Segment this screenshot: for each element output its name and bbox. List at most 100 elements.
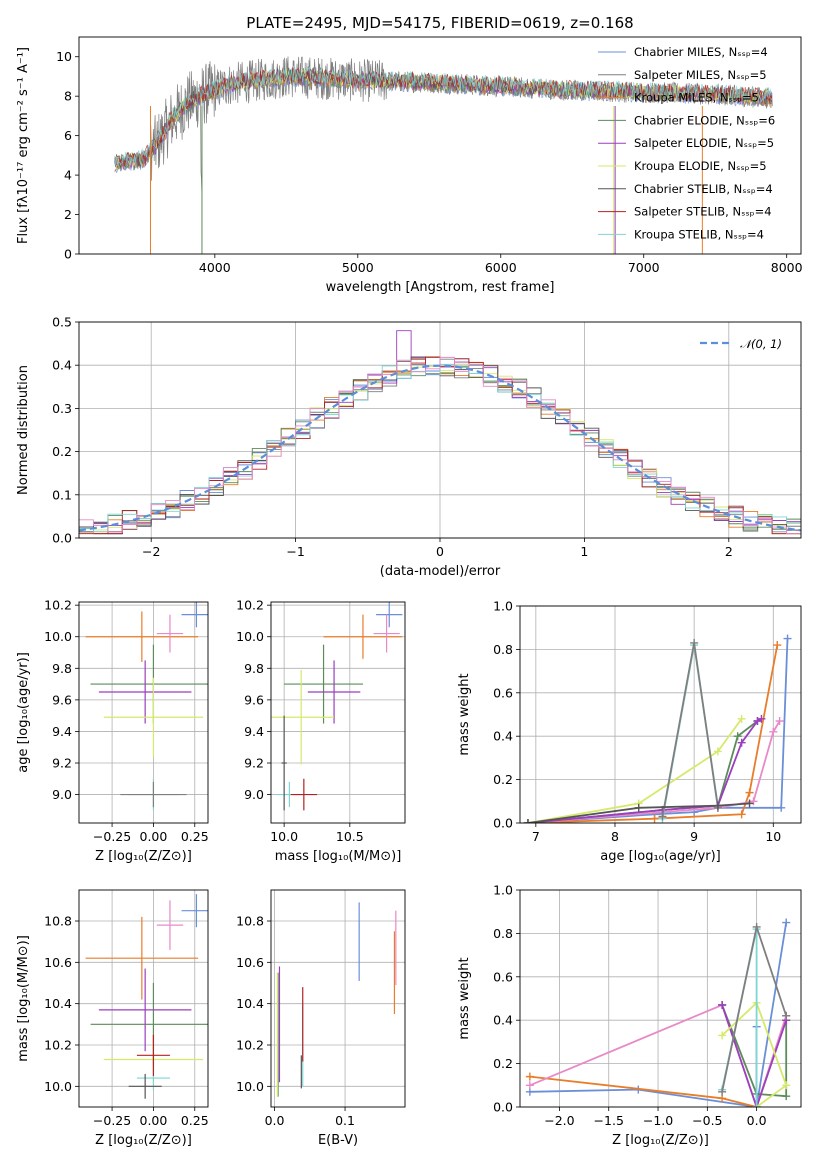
x-tick-label: 7 — [532, 829, 540, 844]
y-tick-label: 9.2 — [244, 756, 264, 771]
x-tick-label: 9 — [690, 829, 698, 844]
series-marker — [777, 803, 786, 812]
x-tick-label: −2 — [142, 544, 160, 559]
y-tick-label: 9.4 — [52, 724, 72, 739]
y-tick-label: 0.2 — [493, 1056, 513, 1071]
x-axis-label: Z [log₁₀(Z/Z⊙)] — [95, 849, 192, 864]
legend-entry: Salpeter STELIB, Nₛₛₚ=4 — [634, 205, 772, 219]
plot-area — [271, 602, 403, 811]
x-axis-label: (data-model)/error — [380, 564, 501, 579]
axes-frame — [519, 889, 802, 1108]
x-tick-label: 8 — [611, 829, 619, 844]
y-tick-label: 0.0 — [493, 816, 513, 831]
x-tick-label: 0.25 — [181, 829, 209, 844]
plot-area — [276, 902, 397, 1097]
y-tick-label: 10 — [56, 49, 72, 64]
y-axis-label: Flux [fλ10⁻¹⁷ erg cm⁻² s⁻¹ A⁻¹] — [16, 47, 31, 244]
series-marker — [525, 1072, 534, 1081]
axes-massweight-vs-Z: −2.0 −1.5 −1.0 −0.5 0.0 0.0 0.2 0.4 0.6 0.8 1.0 Z [… — [457, 883, 802, 1148]
series-marker — [782, 1081, 791, 1090]
x-tick-label: −2.0 — [544, 1113, 574, 1128]
y-tick-label: 2 — [64, 207, 72, 222]
axes-frame — [270, 889, 406, 1108]
plot-area — [523, 634, 792, 823]
y-tick-label: 10.4 — [236, 996, 264, 1011]
y-axis-label: mass [log₁₀(M/M⊙)] — [16, 935, 31, 1062]
series-marker — [769, 727, 778, 736]
x-tick-label: −1 — [286, 544, 304, 559]
y-tick-label: 10.8 — [44, 914, 72, 929]
y-tick-label: 10.4 — [44, 996, 72, 1011]
y-tick-label: 9.8 — [52, 661, 72, 676]
y-tick-label: 0.8 — [493, 642, 513, 657]
legend-entry: Chabrier MILES, Nₛₛₚ=4 — [634, 45, 768, 59]
y-tick-label: 9.8 — [244, 661, 264, 676]
legend-entry: Kroupa MILES, Nₛₛₚ=5 — [634, 91, 759, 105]
x-axis-label: wavelength [Angstrom, rest frame] — [326, 280, 555, 295]
plot-area — [79, 330, 801, 538]
series-marker — [752, 1103, 761, 1107]
y-tick-label: 10.0 — [236, 629, 264, 644]
y-tick-label: 10.8 — [236, 914, 264, 929]
y-tick-label: 0.4 — [52, 358, 72, 373]
x-axis-label: Z [log₁₀(Z/Z⊙)] — [95, 1133, 192, 1148]
x-tick-label: 4000 — [199, 260, 231, 275]
axes-frame — [270, 601, 406, 824]
x-axis-label: Z [log₁₀(Z/Z⊙)] — [612, 1133, 709, 1148]
y-tick-label: 0.0 — [52, 531, 72, 546]
x-tick-label: 7000 — [628, 260, 660, 275]
y-tick-label: 0.4 — [493, 1013, 513, 1028]
series-marker — [713, 801, 722, 810]
series-marker — [523, 819, 532, 823]
axes-age-vs-Z: −0.25 0.00 0.25 9.0 9.2 9.4 9.6 9.8 10.0 10.2 Z [l… — [16, 598, 209, 864]
y-tick-label: 10.2 — [44, 598, 72, 613]
x-tick-label: −1.0 — [643, 1113, 673, 1128]
axes-residuals: −2 −1 0 1 2 0.0 0.1 0.2 0.3 0.4 0.5 (data-model)/er… — [16, 315, 802, 579]
x-tick-label: −0.25 — [93, 1113, 131, 1128]
spectrum-model-line — [114, 66, 773, 168]
y-tick-label: 1.0 — [493, 883, 513, 898]
x-tick-label: 0.25 — [181, 1113, 209, 1128]
axes-spectrum: 4000 5000 6000 7000 8000 0 2 4 6 8 10 wavelength [A… — [16, 14, 803, 295]
y-tick-label: 0.4 — [493, 729, 513, 744]
legend-entry: Salpeter ELODIE, Nₛₛₚ=5 — [634, 136, 774, 150]
x-tick-label: 0 — [436, 544, 444, 559]
series-marker — [782, 1011, 791, 1020]
gaussian-curve — [79, 364, 801, 532]
y-tick-label: 0.2 — [493, 772, 513, 787]
series-line — [661, 642, 719, 817]
y-tick-label: 1.0 — [493, 599, 513, 614]
series-marker — [752, 922, 761, 931]
series-marker — [783, 634, 792, 643]
axes-frame — [78, 601, 209, 824]
series-marker — [775, 717, 784, 726]
series-marker — [757, 714, 766, 723]
series-marker — [733, 732, 742, 741]
series-marker — [737, 810, 746, 819]
y-tick-label: 0.3 — [52, 401, 72, 416]
axes-frame — [519, 605, 802, 824]
y-tick-label: 10.2 — [44, 1038, 72, 1053]
axes-frame — [78, 889, 209, 1108]
series-marker — [713, 747, 722, 756]
legend-entry: Chabrier STELIB, Nₛₛₚ=4 — [634, 182, 773, 196]
x-tick-label: 5000 — [342, 260, 374, 275]
series-line — [527, 802, 750, 823]
plot-area — [525, 918, 791, 1107]
series-marker — [773, 641, 782, 650]
legend-entry: Kroupa ELODIE, Nₛₛₚ=5 — [634, 159, 767, 173]
axes-mass-vs-ebv: 0.0 0.1 10.0 10.2 10.4 10.6 10.8 E(B-V) — [236, 889, 406, 1148]
series-marker — [718, 1001, 727, 1010]
series-marker — [745, 799, 754, 808]
series-marker — [782, 918, 791, 927]
series-marker — [737, 714, 746, 723]
y-tick-label: 0.2 — [52, 444, 72, 459]
axes-massweight-vs-age: 7 8 9 10 0.0 0.2 0.4 0.6 0.8 1.0 age [log₁₀(age/yr… — [457, 599, 802, 864]
plot-area — [114, 56, 773, 254]
x-axis-label: E(B-V) — [318, 1133, 358, 1148]
y-tick-label: 10.6 — [236, 955, 264, 970]
y-tick-label: 6 — [64, 128, 72, 143]
x-tick-label: 10.0 — [270, 829, 298, 844]
series-marker — [525, 1081, 534, 1090]
